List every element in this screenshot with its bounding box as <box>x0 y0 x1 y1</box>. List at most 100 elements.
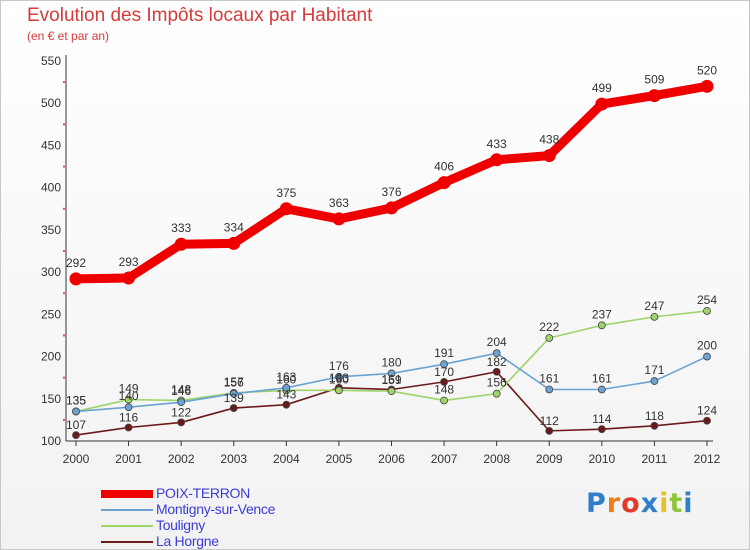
x-tick-label: 2012 <box>694 452 721 466</box>
data-label: 139 <box>224 391 244 405</box>
y-tick-label: 200 <box>41 350 61 364</box>
x-tick-label: 2009 <box>536 452 563 466</box>
data-point <box>124 403 133 412</box>
data-label: 200 <box>697 339 717 353</box>
data-point <box>72 431 80 439</box>
x-tick-label: 2000 <box>63 452 90 466</box>
data-point <box>492 389 501 398</box>
chart-subtitle: (en € et par an) <box>27 29 110 43</box>
data-label: 163 <box>276 370 296 384</box>
data-point <box>650 421 659 430</box>
y-tick-label: 350 <box>41 223 61 237</box>
data-point <box>597 385 606 394</box>
data-label: 156 <box>224 376 244 390</box>
data-label: 160 <box>329 372 349 386</box>
data-label: 159 <box>381 373 401 387</box>
x-tick-label: 2005 <box>326 452 353 466</box>
y-tick-label: 250 <box>41 307 61 321</box>
data-label: 122 <box>171 405 191 419</box>
data-label: 163 <box>329 371 349 385</box>
x-tick-label: 2006 <box>378 452 405 466</box>
data-label: 116 <box>119 410 138 424</box>
series-layer <box>69 79 714 439</box>
data-label: 161 <box>539 371 559 385</box>
series-line-0 <box>71 81 712 284</box>
y-tick-label: 100 <box>41 434 61 448</box>
data-point <box>72 407 80 416</box>
logo-letter: i <box>683 488 694 519</box>
data-label: 292 <box>66 256 86 270</box>
y-minor-tick <box>63 292 65 295</box>
data-label: 237 <box>592 307 612 321</box>
legend-label: La Horgne <box>156 533 219 549</box>
legend-label: POIX-TERRON <box>156 485 250 501</box>
data-label: 170 <box>434 365 454 379</box>
data-label: 149 <box>119 382 139 396</box>
data-point <box>122 271 136 285</box>
legend-label: Touligny <box>156 517 205 533</box>
data-label: 247 <box>644 299 664 313</box>
data-point <box>332 212 346 226</box>
logo-letter: P <box>586 488 607 519</box>
data-point <box>387 387 396 396</box>
chart-title: Evolution des Impôts locaux par Habitant <box>27 5 373 26</box>
data-label: 520 <box>697 63 717 77</box>
data-point <box>490 153 504 167</box>
data-label: 433 <box>487 137 507 151</box>
data-label: 509 <box>644 73 664 87</box>
y-minor-tick <box>63 376 65 379</box>
x-tick-label: 2007 <box>431 452 458 466</box>
data-point <box>440 360 448 369</box>
data-point <box>650 312 659 321</box>
logo-letter: o <box>621 488 641 519</box>
data-point <box>492 349 501 358</box>
x-tick-label: 2004 <box>273 452 300 466</box>
x-tick-label: 2011 <box>642 452 668 466</box>
axes: 100 150 200 250 300 350 400 450 500 550 2000 2001 20… <box>41 54 721 466</box>
data-label: 161 <box>592 371 612 385</box>
data-point <box>650 377 659 385</box>
data-point <box>440 377 448 386</box>
data-label: 148 <box>434 382 454 396</box>
data-point <box>492 367 501 376</box>
legend-swatch <box>101 509 153 511</box>
y-minor-tick <box>63 165 65 168</box>
data-point <box>647 89 661 103</box>
y-minor-tick <box>63 418 65 421</box>
data-point <box>177 398 186 407</box>
logo-letter: i <box>659 488 670 519</box>
logo-letter: x <box>640 488 660 519</box>
y-tick-label: 500 <box>41 96 61 110</box>
data-label: 204 <box>487 335 507 349</box>
data-label: 114 <box>592 412 611 426</box>
data-point <box>227 236 241 250</box>
data-point <box>545 334 554 342</box>
data-point <box>282 400 291 409</box>
data-label: 333 <box>171 221 191 235</box>
data-point <box>229 404 238 412</box>
data-point <box>124 423 133 432</box>
x-tick-label: 2010 <box>588 452 615 466</box>
logo-letter: t <box>669 488 684 519</box>
data-point <box>440 396 448 405</box>
data-label: 376 <box>381 185 401 199</box>
x-tick-label: 2001 <box>115 452 142 466</box>
data-point <box>385 201 398 215</box>
data-label: 161 <box>381 372 401 386</box>
data-label: 140 <box>119 389 139 403</box>
data-label: 112 <box>540 414 559 428</box>
data-point <box>545 426 554 435</box>
legend-swatch <box>101 541 153 543</box>
y-tick-label: 300 <box>41 265 61 279</box>
data-point <box>703 416 711 425</box>
data-point <box>437 176 451 190</box>
data-point <box>229 389 238 398</box>
x-tick-label: 2002 <box>168 452 195 466</box>
data-label: 222 <box>539 320 559 334</box>
data-label: 156 <box>487 376 507 390</box>
y-minor-tick <box>63 207 65 210</box>
data-point <box>124 395 133 404</box>
data-label: 118 <box>645 409 664 423</box>
